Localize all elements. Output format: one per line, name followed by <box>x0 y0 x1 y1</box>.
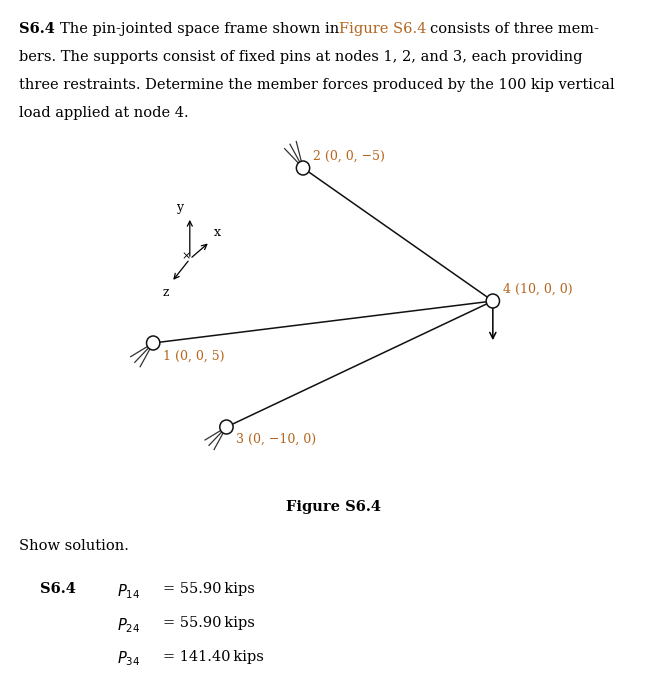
Text: bers. The supports consist of fixed pins at nodes 1, 2, and 3, each providing: bers. The supports consist of fixed pins… <box>19 50 582 64</box>
Text: Show solution.: Show solution. <box>19 539 129 553</box>
Text: = 55.90 kips: = 55.90 kips <box>163 616 255 630</box>
Text: S6.4: S6.4 <box>19 22 55 36</box>
Text: Figure S6.4: Figure S6.4 <box>286 500 380 514</box>
Text: three restraints. Determine the member forces produced by the 100 kip vertical: three restraints. Determine the member f… <box>19 78 614 92</box>
Text: Figure S6.4: Figure S6.4 <box>339 22 426 36</box>
Text: load applied at node 4.: load applied at node 4. <box>19 106 188 120</box>
Text: $P_{34}$: $P_{34}$ <box>117 650 140 668</box>
Circle shape <box>220 420 233 434</box>
Circle shape <box>296 161 310 175</box>
Text: The pin-jointed space frame shown in: The pin-jointed space frame shown in <box>60 22 339 36</box>
Text: S6.4: S6.4 <box>40 582 76 596</box>
Circle shape <box>486 294 500 308</box>
Text: x: x <box>214 226 221 239</box>
Text: y: y <box>176 201 183 214</box>
Text: consists of three mem-: consists of three mem- <box>430 22 599 36</box>
Circle shape <box>147 336 160 350</box>
Text: = 141.40 kips: = 141.40 kips <box>163 650 264 664</box>
Text: 3 (0, −10, 0): 3 (0, −10, 0) <box>236 433 316 446</box>
Text: $P_{14}$: $P_{14}$ <box>117 582 140 601</box>
Text: z: z <box>163 286 168 300</box>
Text: $P_{24}$: $P_{24}$ <box>117 616 140 635</box>
Text: 1 (0, 0, 5): 1 (0, 0, 5) <box>163 350 224 363</box>
Text: = 55.90 kips: = 55.90 kips <box>163 582 255 596</box>
Text: 2 (0, 0, −5): 2 (0, 0, −5) <box>313 149 385 162</box>
Text: ×: × <box>181 251 190 261</box>
Text: 4 (10, 0, 0): 4 (10, 0, 0) <box>503 282 573 295</box>
